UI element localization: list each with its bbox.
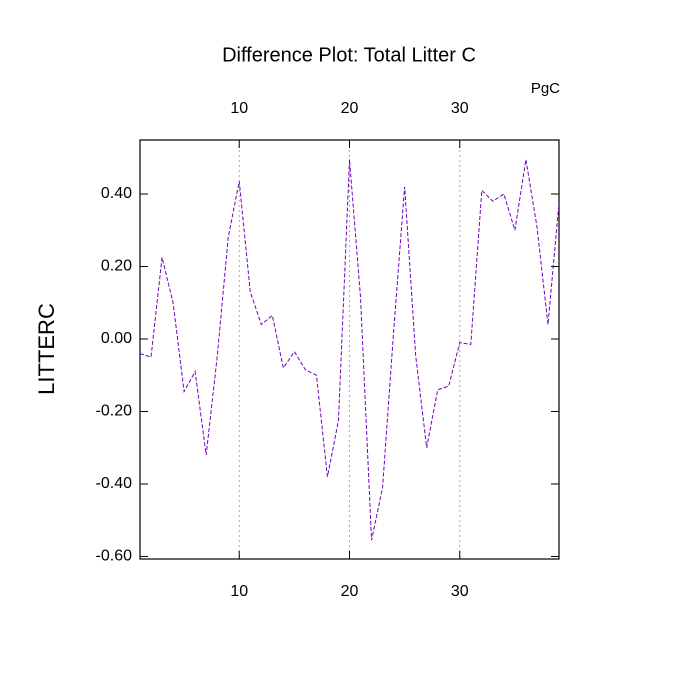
x-tick-label: 10 bbox=[230, 583, 248, 600]
x-top-tick-label: 20 bbox=[341, 100, 359, 117]
chart-title: Difference Plot: Total Litter C bbox=[222, 44, 476, 66]
y-axis-label: LITTERC bbox=[34, 303, 59, 395]
x-tick-label: 20 bbox=[341, 583, 359, 600]
data-line bbox=[139, 159, 560, 541]
units-label: PgC bbox=[531, 80, 560, 97]
y-tick-label: 0.20 bbox=[101, 258, 132, 275]
y-tick-label: 0.40 bbox=[101, 185, 132, 202]
y-tick-label: -0.40 bbox=[96, 475, 133, 492]
y-tick-label: -0.20 bbox=[96, 403, 133, 420]
x-top-tick-label: 10 bbox=[230, 100, 248, 117]
y-tick-label: -0.60 bbox=[96, 548, 133, 565]
x-top-tick-label: 30 bbox=[451, 100, 469, 117]
x-tick-label: 30 bbox=[451, 583, 469, 600]
plot-frame bbox=[139, 139, 560, 560]
y-tick-label: 0.00 bbox=[101, 330, 132, 347]
